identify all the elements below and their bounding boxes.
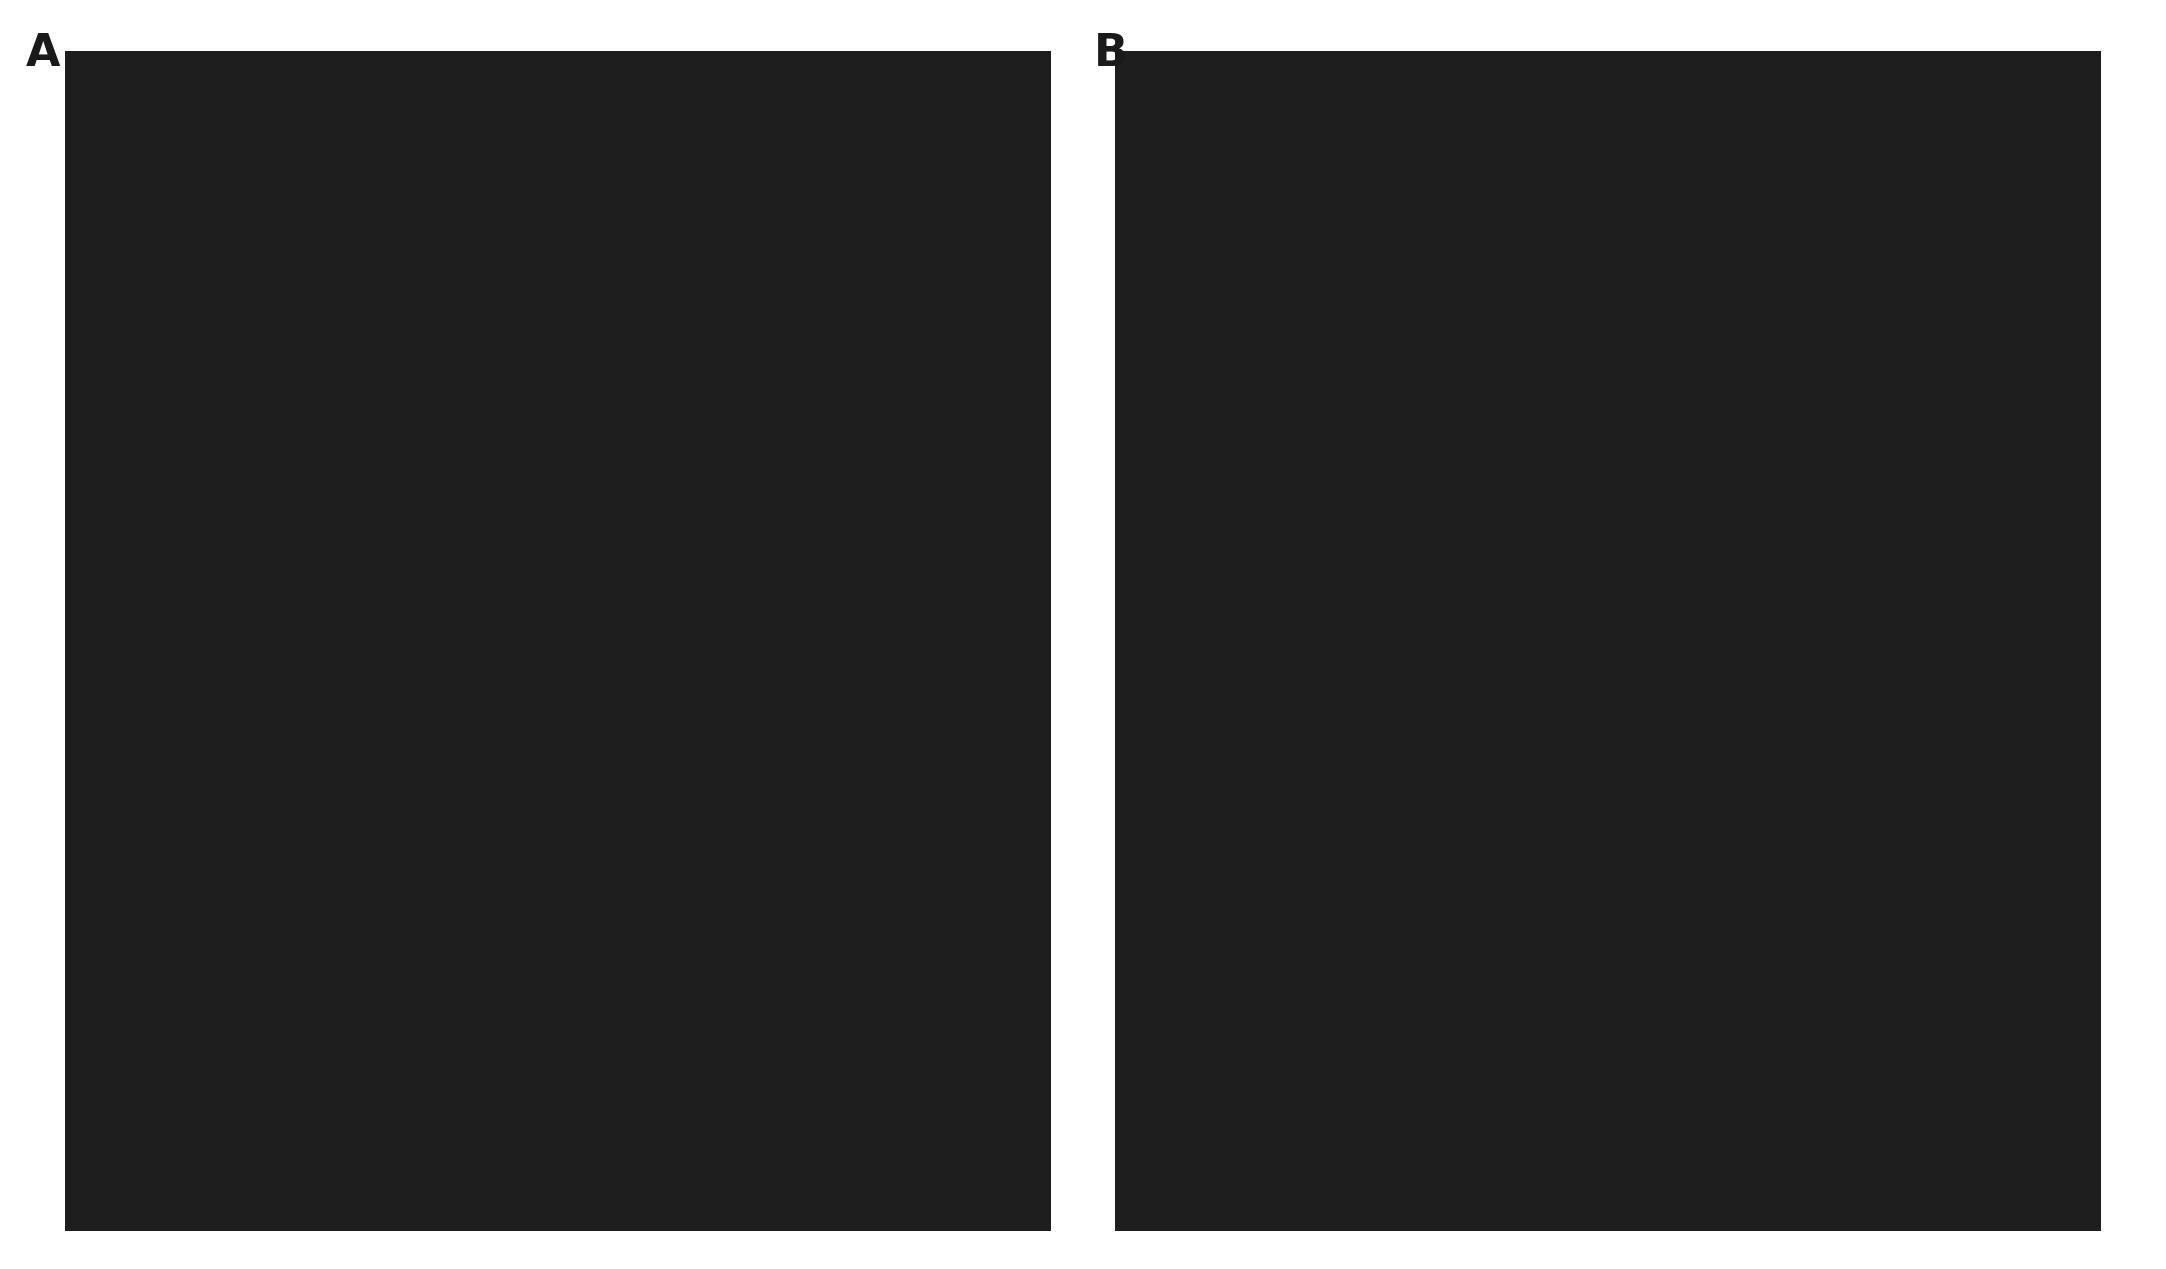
Text: A: A: [26, 32, 61, 75]
Text: B: B: [1094, 32, 1128, 75]
